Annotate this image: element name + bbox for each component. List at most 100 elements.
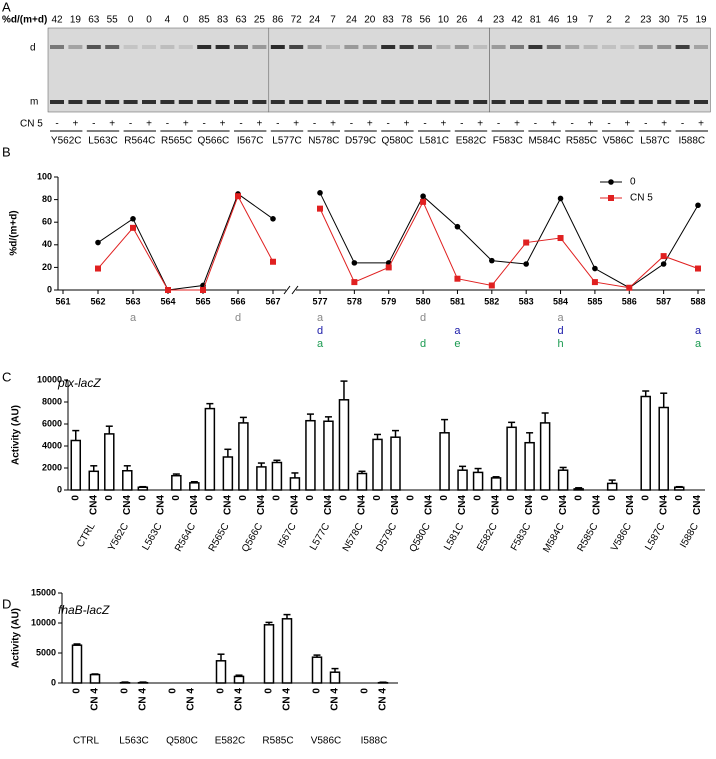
lane-sign: - bbox=[129, 119, 132, 130]
bar bbox=[204, 407, 216, 491]
bar-label: CN4 bbox=[357, 495, 368, 515]
lane-sign: - bbox=[350, 119, 353, 130]
lane-sign: + bbox=[440, 119, 446, 130]
x-tick-label: Q566C bbox=[240, 521, 265, 554]
y-tick-label: 6000 bbox=[42, 418, 62, 428]
bar bbox=[104, 433, 115, 491]
y-tick-label: 5000 bbox=[36, 647, 56, 657]
bar-label: 0 bbox=[216, 688, 227, 694]
monomer-band bbox=[454, 100, 469, 104]
legend-label: 0 bbox=[630, 177, 636, 188]
lane-sign: + bbox=[624, 119, 630, 130]
mutant-label: Q566C bbox=[198, 136, 230, 147]
significance-label: d bbox=[317, 325, 323, 337]
monomer-band bbox=[160, 100, 175, 104]
point bbox=[95, 239, 101, 246]
x-tick-label: 578 bbox=[347, 296, 362, 306]
y-axis-label: %d/(m+d) bbox=[9, 210, 20, 255]
monomer-band bbox=[50, 100, 64, 104]
monomer-band bbox=[657, 100, 672, 104]
x-tick-label: 585 bbox=[587, 296, 602, 306]
bar-label: CN 4 bbox=[330, 688, 341, 711]
percent-label: 7 bbox=[330, 15, 336, 26]
dimer-band bbox=[123, 45, 138, 49]
y-tick-label: 2000 bbox=[42, 462, 62, 472]
y-tick-label: 20 bbox=[42, 262, 52, 272]
point bbox=[235, 193, 241, 200]
bar-label: CN4 bbox=[625, 495, 636, 515]
x-tick-label: 584 bbox=[553, 296, 568, 306]
monomer-band bbox=[491, 100, 506, 104]
bar bbox=[281, 618, 293, 684]
x-tick-label: I588C bbox=[678, 521, 701, 550]
mutant-label: D579C bbox=[345, 136, 376, 147]
monomer-band bbox=[68, 100, 83, 104]
monomer-band bbox=[565, 100, 580, 104]
lane-sign: + bbox=[183, 119, 189, 130]
lane-sign: - bbox=[203, 119, 206, 130]
percent-label: 0 bbox=[128, 15, 134, 26]
band-label: d bbox=[30, 43, 36, 54]
percent-label: 19 bbox=[70, 15, 82, 26]
x-tick-label: Y562C bbox=[106, 521, 131, 553]
bar-label: CN4 bbox=[256, 495, 267, 515]
gel-block bbox=[268, 27, 490, 113]
mutant-label: M584C bbox=[528, 136, 560, 147]
y-tick-label: 0 bbox=[57, 484, 62, 494]
significance-label: d bbox=[420, 338, 426, 350]
percent-label: 72 bbox=[291, 15, 303, 26]
mutant-label: L587C bbox=[640, 136, 669, 147]
legend-marker bbox=[608, 195, 614, 201]
monomer-band bbox=[418, 100, 432, 104]
point bbox=[385, 264, 392, 271]
axis-break bbox=[291, 285, 299, 295]
bar-label: CN4 bbox=[323, 495, 334, 515]
x-tick-label: 563 bbox=[125, 296, 140, 306]
point bbox=[660, 253, 667, 260]
lane-sign: - bbox=[534, 119, 537, 130]
lane-sign: - bbox=[681, 119, 684, 130]
monomer-band bbox=[178, 100, 193, 104]
significance-label: d bbox=[235, 312, 241, 324]
bar-label: 0 bbox=[205, 495, 216, 501]
bar-label: 0 bbox=[305, 495, 316, 501]
bar bbox=[89, 673, 101, 684]
x-tick-label: R585C bbox=[575, 521, 600, 553]
x-tick-label: N578C bbox=[341, 521, 366, 553]
x-tick-label: R564C bbox=[173, 521, 198, 553]
point bbox=[454, 275, 461, 282]
dimer-band bbox=[638, 45, 653, 49]
mutant-label: L577C bbox=[272, 136, 301, 147]
series-line bbox=[97, 194, 274, 291]
y-axis-label: Activity (AU) bbox=[11, 608, 22, 668]
x-tick-label: F583C bbox=[509, 521, 534, 552]
series-line bbox=[97, 193, 274, 291]
y-tick-label: 10000 bbox=[31, 617, 56, 627]
significance-label: a bbox=[557, 312, 564, 324]
dimer-band bbox=[399, 45, 414, 49]
dimer-band bbox=[418, 45, 432, 49]
monomer-band bbox=[546, 100, 561, 104]
percent-label: 23 bbox=[640, 15, 652, 26]
x-tick-label: L563C bbox=[119, 736, 148, 747]
percent-label: 25 bbox=[254, 15, 266, 26]
dimer-band bbox=[86, 45, 101, 49]
x-tick-label: 579 bbox=[381, 296, 396, 306]
point bbox=[130, 224, 136, 231]
point bbox=[489, 257, 495, 264]
x-tick-label: L581C bbox=[442, 521, 466, 552]
y-tick-label: 0 bbox=[47, 284, 52, 294]
percent-label: 2 bbox=[606, 15, 612, 26]
monomer-band bbox=[638, 100, 653, 104]
lane-sign: + bbox=[404, 119, 410, 130]
dimer-band bbox=[528, 45, 543, 49]
lane-sign: + bbox=[514, 119, 520, 130]
mutant-label: N578C bbox=[308, 136, 339, 147]
bar bbox=[271, 461, 283, 491]
monomer-band bbox=[675, 100, 690, 104]
bar bbox=[215, 660, 227, 684]
dimer-band bbox=[307, 45, 322, 49]
dimer-band bbox=[289, 45, 304, 49]
bar-label: 0 bbox=[372, 495, 383, 501]
